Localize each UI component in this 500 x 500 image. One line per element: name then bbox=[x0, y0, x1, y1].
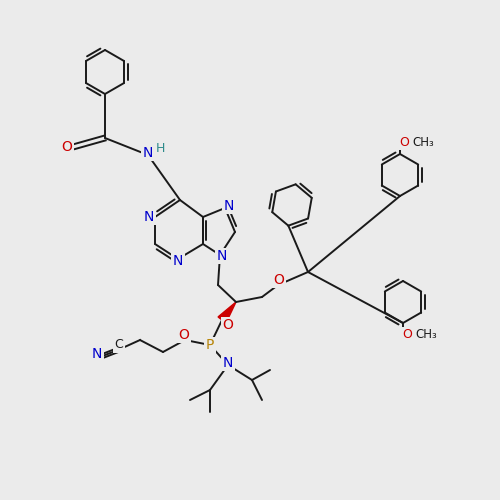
Text: CH₃: CH₃ bbox=[412, 136, 434, 148]
Text: CH₃: CH₃ bbox=[415, 328, 437, 342]
Polygon shape bbox=[218, 302, 236, 323]
Text: P: P bbox=[206, 338, 214, 352]
Text: H: H bbox=[156, 142, 164, 156]
Text: O: O bbox=[222, 318, 234, 332]
Text: O: O bbox=[399, 136, 409, 148]
Text: N: N bbox=[92, 347, 102, 361]
Text: N: N bbox=[223, 356, 233, 370]
Text: O: O bbox=[274, 273, 284, 287]
Text: N: N bbox=[143, 146, 153, 160]
Text: C: C bbox=[114, 338, 124, 351]
Text: O: O bbox=[402, 328, 412, 342]
Text: O: O bbox=[62, 140, 72, 154]
Text: N: N bbox=[217, 249, 227, 263]
Text: N: N bbox=[224, 199, 234, 213]
Text: N: N bbox=[173, 254, 183, 268]
Text: N: N bbox=[144, 210, 154, 224]
Text: O: O bbox=[178, 328, 190, 342]
